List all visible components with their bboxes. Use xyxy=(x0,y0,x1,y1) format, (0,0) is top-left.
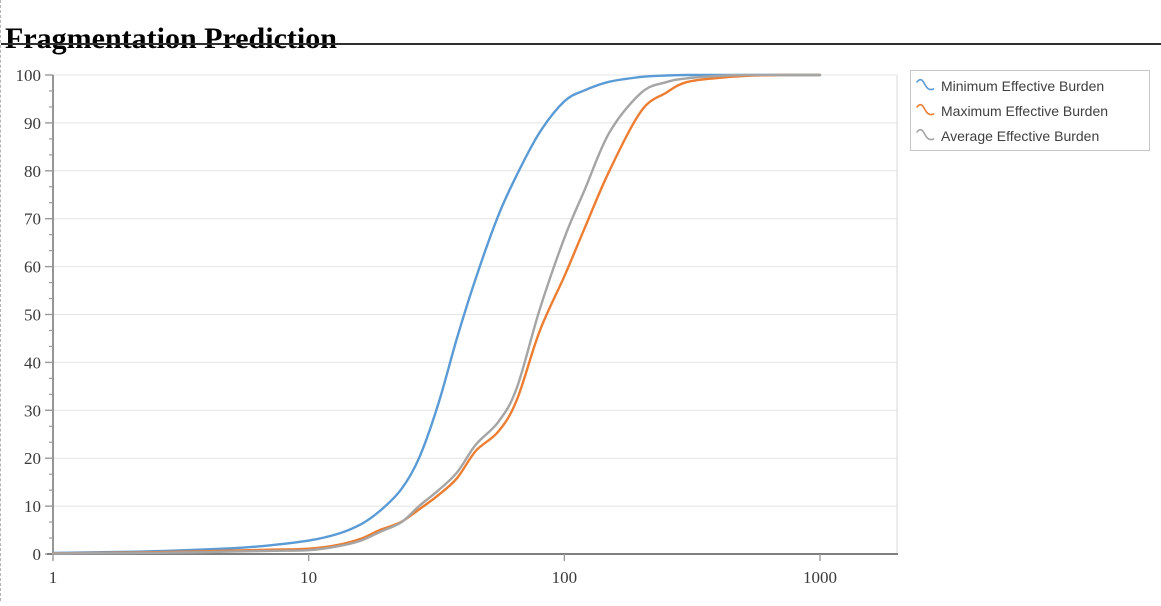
series-curve-minimum-effective-burden xyxy=(51,73,822,555)
y-tick-label-80: 80 xyxy=(24,162,41,181)
legend-item-label: Maximum Effective Burden xyxy=(941,102,1109,119)
legend-item-label: Average Effective Burden xyxy=(941,127,1100,144)
spline-series-icon xyxy=(916,103,935,116)
legend-item-label: Minimum Effective Burden xyxy=(941,77,1105,94)
legend-item-maximum-effective-burden[interactable]: Maximum Effective Burden xyxy=(915,98,1145,123)
y-tick-label-100: 100 xyxy=(16,66,42,85)
y-tick-label-30: 30 xyxy=(24,401,41,420)
y-tick-label-10: 10 xyxy=(24,497,41,516)
y-tick-label-90: 90 xyxy=(24,114,41,133)
y-tick-label-40: 40 xyxy=(24,353,41,372)
x-tick-label-1: 1 xyxy=(49,568,58,587)
y-tick-label-60: 60 xyxy=(24,258,41,277)
spline-series-icon xyxy=(916,128,935,141)
series-curve-maximum-effective-burden xyxy=(51,73,822,555)
x-tick-label-10: 10 xyxy=(300,568,317,587)
title-divider xyxy=(1,43,1161,45)
y-tick-label-50: 50 xyxy=(24,306,41,325)
legend-item-minimum-effective-burden[interactable]: Minimum Effective Burden xyxy=(915,73,1145,98)
chart-legend: Minimum Effective Burden Maximum Effecti… xyxy=(910,70,1150,151)
y-tick-label-20: 20 xyxy=(24,449,41,468)
y-tick-label-70: 70 xyxy=(24,210,41,229)
series-curve-average-effective-burden xyxy=(51,73,822,555)
legend-item-average-effective-burden[interactable]: Average Effective Burden xyxy=(915,123,1145,148)
page-title: Fragmentation Prediction xyxy=(5,22,337,56)
spline-series-icon xyxy=(916,78,935,91)
x-tick-label-1000: 1000 xyxy=(803,568,837,587)
y-tick-label-0: 0 xyxy=(33,545,42,564)
x-tick-label-100: 100 xyxy=(552,568,578,587)
